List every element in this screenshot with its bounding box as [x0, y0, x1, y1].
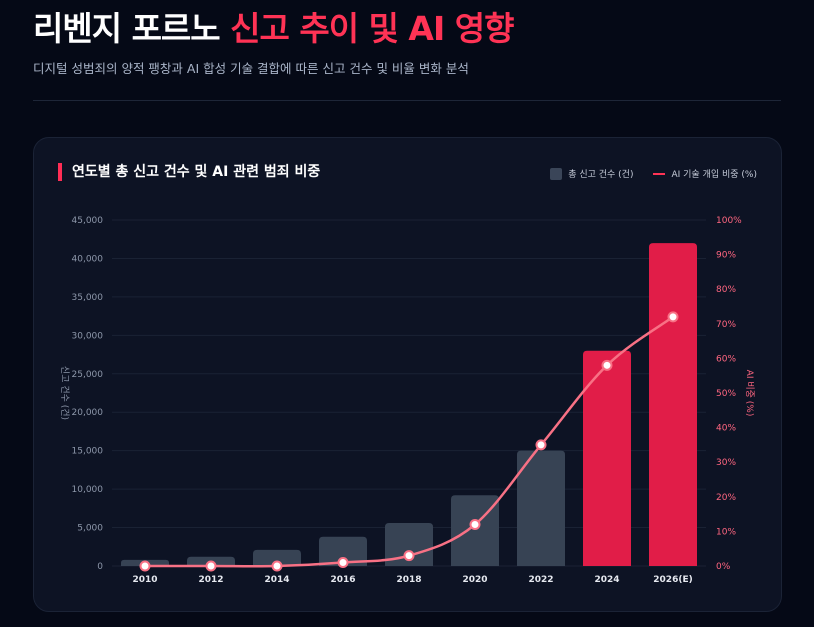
ai-ratio-point-2018 [403, 550, 415, 562]
y-tick-label: 20,000 [72, 408, 104, 418]
bar-2018 [385, 522, 433, 566]
y-tick-label: 40,000 [72, 254, 104, 264]
divider [33, 100, 781, 101]
y2-tick-label: 30% [716, 458, 736, 468]
legend-line-swatch [653, 172, 666, 175]
bar-2024 [583, 350, 631, 566]
legend-bar-swatch [550, 167, 563, 180]
x-tick-label: 2022 [528, 575, 553, 585]
bar-2014 [253, 549, 301, 566]
y2-tick-label: 20% [716, 493, 736, 503]
y2-tick-label: 50% [716, 389, 736, 399]
ai-ratio-point-2016 [337, 557, 349, 569]
bar-2026(E) [649, 243, 697, 567]
y2-axis-label: AI 비중 (%) [744, 370, 755, 417]
legend-line-label: AI 기술 개입 비중 (%) [671, 170, 757, 180]
y2-tick-label: 90% [716, 251, 736, 261]
y2-tick-label: 60% [716, 354, 736, 364]
x-tick-label: 2020 [462, 575, 487, 585]
ai-ratio-point-2014 [271, 560, 283, 572]
y-tick-label: 35,000 [72, 293, 104, 303]
legend-bar-label: 총 신고 건수 (건) [568, 170, 634, 180]
page-subtitle: 디지털 성범죄의 양적 팽창과 AI 합성 기술 결합에 따른 신고 건수 및 … [33, 61, 469, 76]
y-tick-label: 0 [97, 562, 103, 572]
title-main: 리벤지 포르노 [33, 9, 221, 48]
y-tick-label: 10,000 [72, 485, 104, 495]
ai-ratio-point-2020 [469, 518, 481, 530]
page-title: 리벤지 포르노 신고 추이 및 AI 영향 [33, 2, 514, 50]
y2-tick-label: 100% [716, 216, 742, 226]
ai-ratio-line [144, 315, 674, 568]
chart-title: 연도별 총 신고 건수 및 AI 관련 범죄 비중 [58, 163, 320, 181]
x-tick-label: 2014 [264, 575, 289, 585]
x-tick-label: 2012 [198, 575, 223, 585]
y-tick-label: 45,000 [72, 216, 104, 226]
x-tick-label: 2024 [594, 575, 619, 585]
y-tick-label: 25,000 [72, 370, 104, 380]
ai-ratio-point-2024 [601, 359, 613, 371]
y-axis-label: 신고 건수 (건) [59, 366, 70, 420]
y2-tick-label: 80% [716, 285, 736, 295]
title-accent: 신고 추이 및 AI 영향 [230, 9, 514, 48]
x-tick-label: 2026(E) [653, 575, 692, 585]
x-tick-label: 2010 [132, 575, 157, 585]
y2-tick-label: 70% [716, 320, 736, 330]
x-tick-label: 2016 [330, 575, 355, 585]
y2-tick-label: 10% [716, 527, 736, 537]
y2-tick-label: 0% [716, 562, 731, 572]
ai-ratio-point-2010 [139, 560, 151, 572]
y-tick-label: 5,000 [77, 524, 103, 534]
x-tick-label: 2018 [396, 575, 421, 585]
bar-2022 [517, 450, 565, 566]
bar-2016 [319, 536, 367, 566]
ai-ratio-point-2026(E) [667, 311, 679, 323]
ai-ratio-point-2012 [205, 560, 217, 572]
y2-tick-label: 40% [716, 424, 736, 434]
chart-legend: 총 신고 건수 (건) AI 기술 개입 비중 (%) [550, 167, 757, 180]
y-tick-label: 15,000 [72, 447, 104, 457]
ai-ratio-point-2022 [535, 439, 547, 451]
y-tick-label: 30,000 [72, 331, 104, 341]
